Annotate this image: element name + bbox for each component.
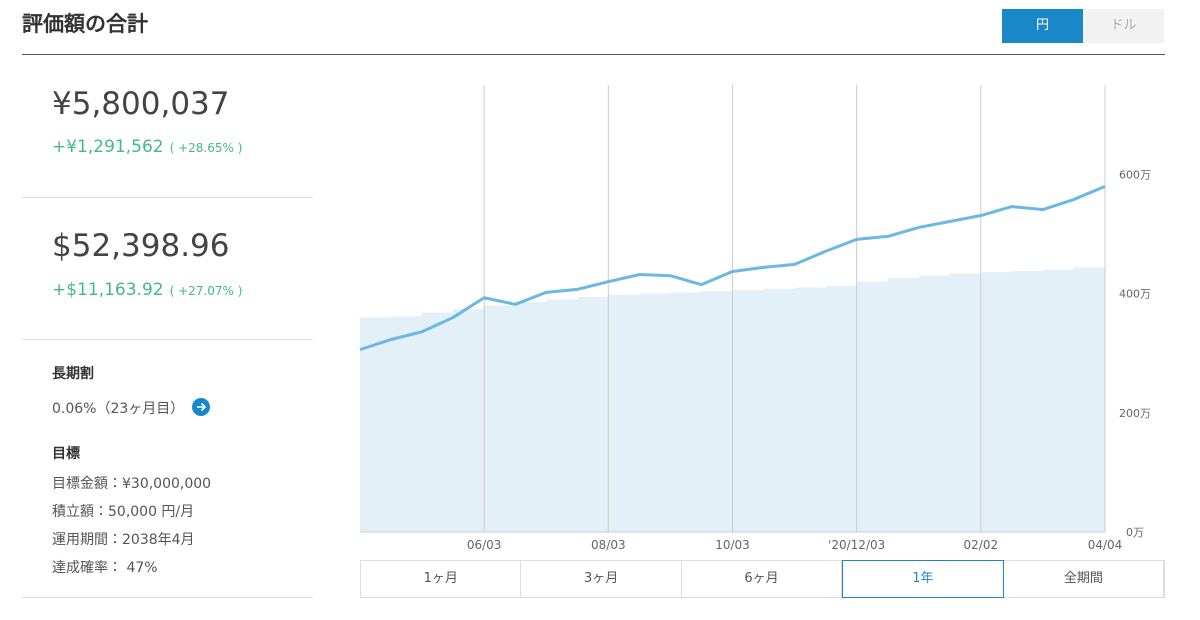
y-tick-label: 600万	[1119, 168, 1151, 181]
divider	[22, 597, 313, 598]
goal-line: 運用期間：2038年4月	[52, 532, 195, 548]
goal-line: 達成確率： 47%	[52, 560, 158, 576]
jpy-gain-amount: +¥1,291,562	[52, 137, 164, 157]
discount-link[interactable]	[192, 398, 210, 416]
period-button[interactable]: 3ヶ月	[521, 561, 682, 597]
currency-toggle: 円ドル	[1002, 9, 1164, 43]
x-tick-label: 02/02	[964, 538, 999, 552]
period-button[interactable]: 全期間	[1004, 561, 1165, 597]
x-tick-label: 04/04	[1088, 538, 1123, 552]
period-button[interactable]: 1ヶ月	[361, 561, 522, 597]
jpy-value: ¥5,800,037	[52, 86, 230, 122]
usd-gain: +$11,163.92 ( +27.07% )	[52, 280, 242, 300]
period-selector: 1ヶ月 3ヶ月 6ヶ月 1年 全期間	[360, 560, 1165, 598]
jpy-gain: +¥1,291,562 ( +28.65% )	[52, 137, 242, 157]
y-tick-label: 200万	[1119, 407, 1151, 420]
x-tick-label: 10/03	[715, 538, 750, 552]
period-button[interactable]: 1年	[842, 560, 1004, 598]
currency-button[interactable]: ドル	[1083, 9, 1164, 43]
goal-line: 積立額：50,000 円/月	[52, 504, 195, 520]
divider	[22, 339, 313, 340]
page-title: 評価額の合計	[22, 12, 148, 36]
currency-button[interactable]: 円	[1002, 9, 1083, 43]
divider	[22, 54, 1165, 55]
goal-line: 目標金額：¥30,000,000	[52, 476, 212, 492]
goal-title: 目標	[52, 446, 80, 462]
x-tick-label: 06/03	[467, 538, 502, 552]
divider	[22, 197, 313, 198]
discount-title: 長期割	[52, 366, 94, 382]
y-tick-label: 400万	[1119, 288, 1151, 301]
discount-text: 0.06%（23ヶ月目）	[52, 401, 185, 417]
y-tick-label: 0万	[1126, 526, 1144, 539]
usd-value: $52,398.96	[52, 228, 230, 264]
usd-gain-pct: ( +27.07% )	[169, 284, 243, 298]
period-button[interactable]: 6ヶ月	[682, 561, 843, 597]
line	[359, 184, 1106, 352]
jpy-gain-pct: ( +28.65% )	[169, 141, 243, 155]
arrow-icon	[197, 402, 207, 412]
x-tick-label: '20/12/03	[828, 538, 885, 552]
usd-gain-amount: +$11,163.92	[52, 280, 164, 300]
x-tick-label: 08/03	[591, 538, 626, 552]
